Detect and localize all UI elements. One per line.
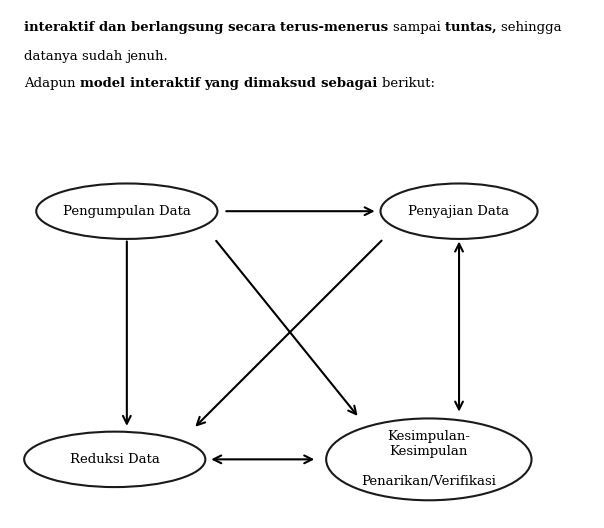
Ellipse shape: [36, 184, 217, 239]
Text: Pengumpulan Data: Pengumpulan Data: [63, 205, 191, 218]
Text: sampai: sampai: [393, 21, 445, 34]
Text: berikut:: berikut:: [382, 77, 439, 90]
Text: Penyajian Data: Penyajian Data: [408, 205, 510, 218]
Text: secara: secara: [228, 21, 280, 34]
Text: tuntas,: tuntas,: [445, 21, 501, 34]
Text: dimaksud: dimaksud: [244, 77, 321, 90]
Text: interaktif: interaktif: [130, 77, 205, 90]
Text: Adapun: Adapun: [24, 77, 80, 90]
Text: yang: yang: [205, 77, 244, 90]
Text: sehingga: sehingga: [501, 21, 567, 34]
Text: sudah: sudah: [82, 50, 127, 63]
Text: jenuh.: jenuh.: [127, 50, 173, 63]
Ellipse shape: [326, 418, 532, 501]
Text: model: model: [80, 77, 130, 90]
Ellipse shape: [24, 432, 205, 487]
Text: terus-menerus: terus-menerus: [280, 21, 393, 34]
Text: dan: dan: [99, 21, 131, 34]
Text: berlangsung: berlangsung: [131, 21, 228, 34]
Text: sebagai: sebagai: [321, 77, 382, 90]
Text: Reduksi Data: Reduksi Data: [70, 453, 159, 466]
Ellipse shape: [381, 184, 538, 239]
Text: datanya: datanya: [24, 50, 82, 63]
Text: interaktif: interaktif: [24, 21, 99, 34]
Text: Kesimpulan-
Kesimpulan

Penarikan/Verifikasi: Kesimpulan- Kesimpulan Penarikan/Verifik…: [361, 430, 496, 488]
